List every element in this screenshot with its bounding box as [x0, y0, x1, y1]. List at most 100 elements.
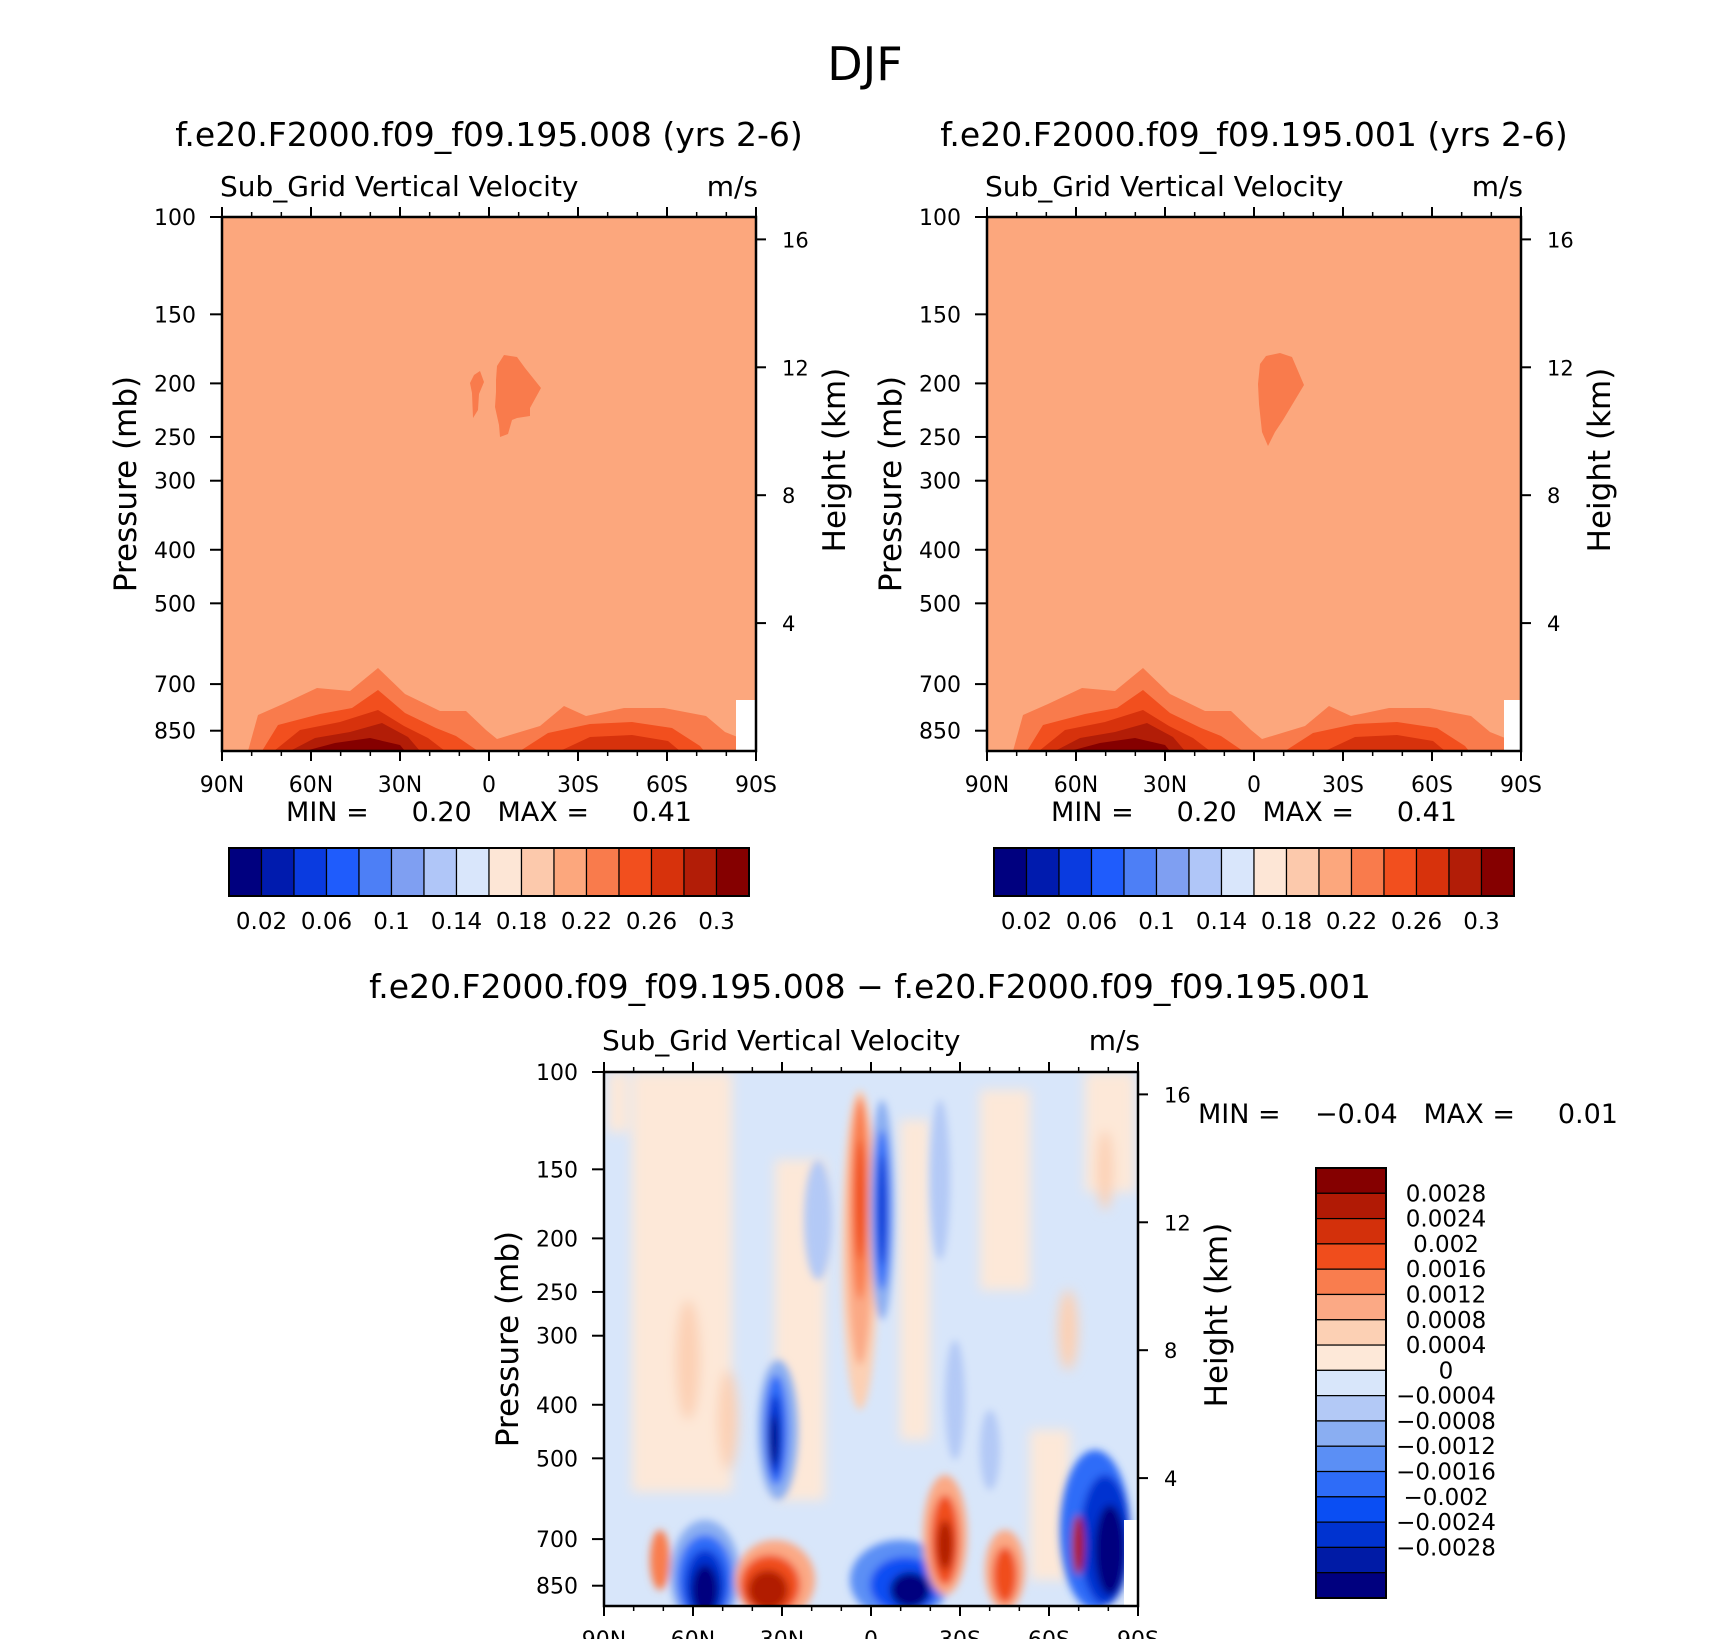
positive-core	[748, 1570, 788, 1606]
upper-maximum-contour	[495, 355, 541, 437]
subtitle-left: Sub_Grid Vertical Velocity	[220, 170, 579, 203]
colorbar-swatch	[1155, 847, 1190, 897]
y-right-tick-label: 4	[782, 612, 795, 636]
colorbar-swatch	[1480, 847, 1515, 897]
y-right-axis-label: Height (km)	[1199, 1223, 1235, 1408]
colorbar-swatch	[1220, 847, 1255, 897]
plot-area	[222, 217, 756, 751]
colorbar-frame	[1315, 1167, 1387, 1599]
colorbar-swatch	[1315, 1369, 1387, 1397]
colorbar-swatch	[1350, 847, 1385, 897]
colorbar-swatch	[1315, 1344, 1387, 1371]
colorbar-label: 0.0024	[1406, 1207, 1486, 1233]
y-tick-label: 400	[154, 539, 196, 564]
colorbar-swatch	[1315, 1319, 1387, 1346]
y-right-tick-label: 4	[1547, 612, 1560, 636]
colorbar-label: 0.1	[1138, 909, 1175, 935]
x-tick-label: 60N	[1054, 773, 1098, 798]
y-right-tick-label: 12	[1164, 1211, 1191, 1235]
negative-patch	[945, 1340, 965, 1460]
y-tick-label: 850	[536, 1575, 578, 1600]
colorbar-label: 0.0004	[1406, 1333, 1486, 1359]
positive-band	[980, 1090, 1030, 1290]
colorbar-swatch	[1315, 1217, 1387, 1245]
colorbar-label: 0.3	[698, 909, 735, 935]
positive-patch	[1058, 1290, 1078, 1370]
y-tick-label: 200	[919, 372, 961, 397]
colorbar-swatch	[260, 847, 295, 897]
colorbar-label: 0.14	[431, 909, 482, 935]
colorbar-label: 0.0012	[1406, 1282, 1486, 1308]
y-tick-label: 400	[919, 539, 961, 564]
positive-band	[632, 1072, 732, 1492]
stats-left: MIN = 0.20 MAX = 0.41	[286, 797, 692, 828]
colorbar-swatch	[650, 847, 685, 897]
y-right-tick-label: 4	[1164, 1467, 1177, 1491]
y-tick-label: 500	[919, 592, 961, 617]
colorbar-label: −0.0012	[1396, 1434, 1496, 1460]
colorbar-label: −0.0008	[1396, 1409, 1496, 1435]
colorbar-swatch	[1253, 847, 1288, 897]
colorbar-swatch	[325, 847, 360, 897]
x-tick-label: 90S	[735, 773, 777, 798]
figure-title: DJF	[827, 37, 902, 91]
y-tick-label: 700	[154, 673, 196, 698]
negative-patch	[980, 1410, 1000, 1490]
y-tick-label: 150	[536, 1158, 578, 1183]
y-tick-label: 200	[536, 1227, 578, 1252]
colorbar-label: −0.0024	[1396, 1510, 1496, 1536]
y-tick-label: 100	[919, 206, 961, 231]
colorbar-label: −0.002	[1403, 1485, 1488, 1511]
colorbar-frame	[993, 847, 1515, 897]
boundary-layer-contour	[560, 735, 680, 751]
negative-core	[890, 1572, 930, 1606]
y-tick-label: 850	[919, 720, 961, 745]
x-tick-label: 90S	[1500, 773, 1542, 798]
missing-data-wedge	[1124, 1520, 1138, 1606]
x-tick-label: 90N	[582, 1628, 626, 1639]
colorbar-swatch	[1315, 1445, 1387, 1473]
colorbar-label: 0.22	[1326, 909, 1377, 935]
y-tick-label: 200	[154, 372, 196, 397]
colorbar-swatch	[618, 847, 653, 897]
y-tick-label: 150	[919, 303, 961, 328]
y-right-tick-label: 12	[1547, 356, 1574, 380]
field-background	[987, 217, 1521, 751]
colorbar-swatch	[455, 847, 490, 897]
colorbar-label: −0.0028	[1396, 1535, 1496, 1561]
plot-frame	[220, 215, 758, 753]
colorbar-swatch	[228, 847, 263, 897]
y-right-axis-label: Height (km)	[1582, 368, 1618, 553]
y-tick-label: 150	[154, 303, 196, 328]
x-tick-label: 60S	[646, 773, 688, 798]
plot-area	[987, 217, 1521, 751]
x-tick-label: 60S	[1411, 773, 1453, 798]
colorbar-swatch	[1285, 847, 1320, 897]
y-tick-label: 700	[919, 673, 961, 698]
panel-title: f.e20.F2000.f09_f09.195.001 (yrs 2-6)	[940, 115, 1568, 154]
colorbar-label: 0.02	[1001, 909, 1052, 935]
negative-regions	[804, 1100, 1000, 1490]
y-tick-label: 100	[154, 206, 196, 231]
colorbar-label: 0.002	[1413, 1232, 1479, 1258]
colorbar-label: 0.18	[1261, 909, 1312, 935]
x-tick-label: 30N	[760, 1628, 804, 1639]
colorbar-swatch	[520, 847, 555, 897]
subtitle-left: Sub_Grid Vertical Velocity	[602, 1024, 961, 1057]
colorbar-swatch	[1315, 1268, 1387, 1296]
boundary-layer-features	[650, 1450, 1130, 1606]
colorbar-label: 0.0008	[1406, 1308, 1486, 1334]
panel-difference: f.e20.F2000.f09_f09.195.008 − f.e20.F200…	[369, 967, 1371, 1639]
positive-core	[1072, 1515, 1084, 1575]
negative-core	[878, 1155, 886, 1265]
y-tick-label: 850	[154, 720, 196, 745]
colorbar-swatch	[1315, 1192, 1387, 1220]
y-tick-label: 300	[154, 470, 196, 495]
colorbar-swatch	[1448, 847, 1483, 897]
stats-difference: MIN = −0.04 MAX = 0.01	[1198, 1099, 1618, 1130]
colorbar-label: 0.0028	[1406, 1181, 1486, 1207]
y-axis-label: Pressure (mb)	[108, 376, 144, 592]
negative-core	[1095, 1505, 1125, 1595]
colorbar-label: −0.0016	[1396, 1460, 1496, 1486]
colorbar-label: 0.1	[373, 909, 410, 935]
